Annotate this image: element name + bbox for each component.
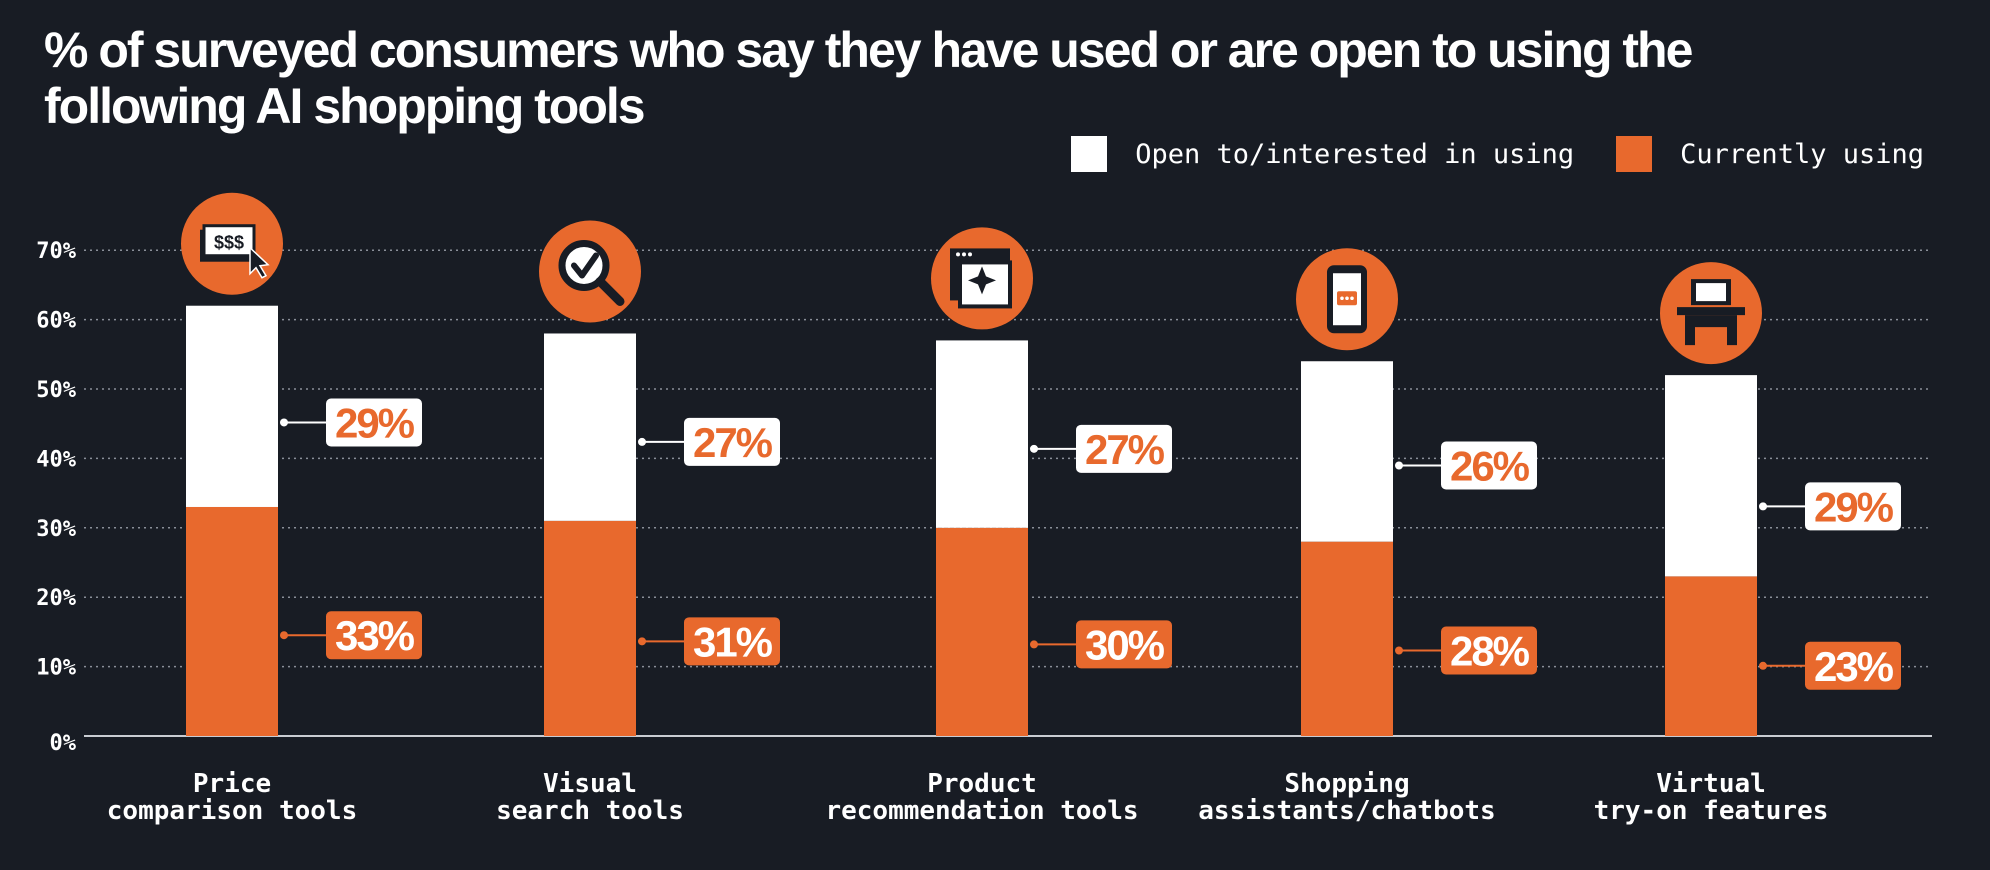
legend-label-current: Currently using	[1680, 138, 1924, 170]
label-open-to-using: 29%	[280, 398, 422, 447]
bar-currently-using	[936, 527, 1028, 736]
label-dot	[1395, 461, 1403, 470]
label-dot	[280, 418, 288, 427]
category-label: Shopping assistants/chatbots	[1198, 769, 1495, 826]
data-label: 27%	[1085, 426, 1165, 473]
price-tag-cursor-icon: $$$	[181, 192, 283, 295]
legend-item-open: Open to/interested in using	[1071, 136, 1574, 172]
data-label: 29%	[335, 399, 415, 446]
y-tick-label: 30%	[36, 517, 76, 542]
data-label: 27%	[693, 419, 773, 466]
phone-chat-icon	[1296, 248, 1398, 351]
magnifier-check-icon	[539, 220, 641, 323]
label-box	[1076, 424, 1172, 473]
label-open-to-using: 27%	[1030, 424, 1172, 473]
label-currently-using: 33%	[280, 611, 422, 660]
data-label: 29%	[1814, 483, 1894, 530]
data-label: 30%	[1085, 621, 1165, 668]
bar-open-to-using	[186, 305, 278, 507]
bar-open-to-using	[544, 333, 636, 521]
label-box	[1441, 441, 1537, 490]
label-dot	[1759, 502, 1767, 511]
bar-currently-using	[1665, 576, 1757, 736]
bar-open-to-using	[1665, 375, 1757, 577]
label-box	[326, 611, 422, 660]
y-tick-label: 60%	[36, 309, 76, 334]
category-label: Price comparison tools	[107, 769, 357, 826]
label-dot	[280, 631, 288, 640]
desk-monitor-icon	[1660, 262, 1762, 365]
category-label: Visual search tools	[496, 769, 684, 826]
y-tick-label: 0%	[50, 731, 77, 756]
label-dot	[1759, 661, 1767, 670]
legend-item-current: Currently using	[1616, 136, 1924, 172]
y-tick-label: 50%	[36, 378, 76, 403]
label-open-to-using: 27%	[638, 417, 780, 466]
label-dot	[638, 637, 646, 646]
legend-swatch-current	[1616, 136, 1653, 172]
label-currently-using: 30%	[1030, 620, 1172, 669]
label-box	[326, 398, 422, 447]
label-open-to-using: 29%	[1759, 482, 1901, 531]
bar-open-to-using	[1301, 361, 1393, 542]
legend: Open to/interested in using Currently us…	[1029, 136, 1924, 172]
label-currently-using: 31%	[638, 617, 780, 666]
y-tick-label: 70%	[36, 239, 76, 264]
category-label: Virtual try-on features	[1594, 769, 1829, 826]
label-dot	[1030, 444, 1038, 453]
bar-open-to-using	[936, 340, 1028, 528]
bar-currently-using	[1301, 541, 1393, 736]
sparkle-window-icon	[931, 227, 1033, 330]
y-tick-label: 40%	[36, 447, 76, 472]
legend-swatch-open	[1071, 136, 1108, 172]
label-open-to-using: 26%	[1395, 441, 1537, 490]
data-label: 23%	[1814, 643, 1894, 690]
label-dot	[1395, 646, 1403, 655]
y-tick-label: 20%	[36, 586, 76, 611]
category-label: Product recommendation tools	[825, 769, 1138, 826]
label-box	[1441, 626, 1537, 675]
label-dot	[1030, 640, 1038, 649]
label-box	[1805, 641, 1901, 690]
label-box	[1076, 620, 1172, 669]
legend-label-open: Open to/interested in using	[1135, 138, 1575, 170]
data-label: 31%	[693, 618, 773, 665]
data-label: 33%	[335, 612, 415, 659]
label-box	[684, 417, 780, 466]
label-dot	[638, 437, 646, 446]
data-label: 26%	[1450, 443, 1530, 490]
data-label: 28%	[1450, 627, 1530, 674]
y-tick-label: 10%	[36, 656, 76, 681]
label-box	[684, 617, 780, 666]
label-currently-using: 28%	[1395, 626, 1537, 675]
label-box	[1805, 482, 1901, 531]
svg-text:$$$: $$$	[214, 233, 244, 253]
bar-currently-using	[544, 520, 636, 736]
chart-title: % of surveyed consumers who say they hav…	[44, 22, 1693, 134]
bar-currently-using	[186, 506, 278, 736]
label-currently-using: 23%	[1759, 641, 1901, 690]
